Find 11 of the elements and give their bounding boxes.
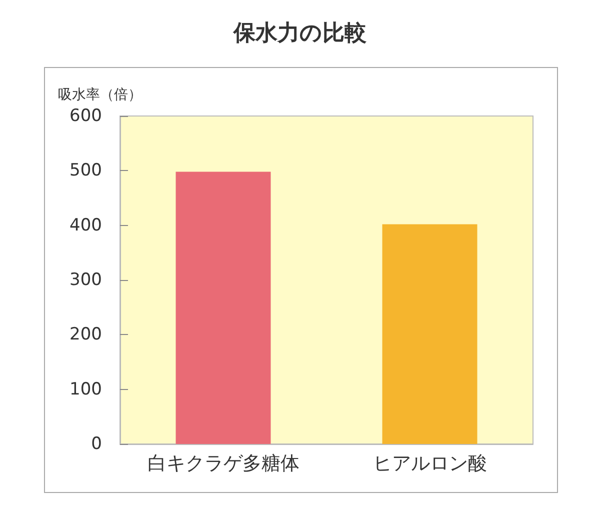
y-tick-label: 100 [70,379,102,400]
y-tick-label: 300 [70,270,102,290]
y-tick-label: 0 [91,434,102,454]
y-tick-label: 500 [70,160,102,181]
x-tick-label: ヒアルロン酸 [372,452,487,474]
y-tick-label: 600 [70,106,102,126]
y-axis-title: 吸水率（倍） [58,87,142,103]
chart-title: 保水力の比較 [232,20,368,48]
x-tick-label: 白キクラゲ多糖体 [147,452,300,474]
y-tick-label: 400 [70,215,102,236]
y-tick-label: 200 [70,324,102,345]
